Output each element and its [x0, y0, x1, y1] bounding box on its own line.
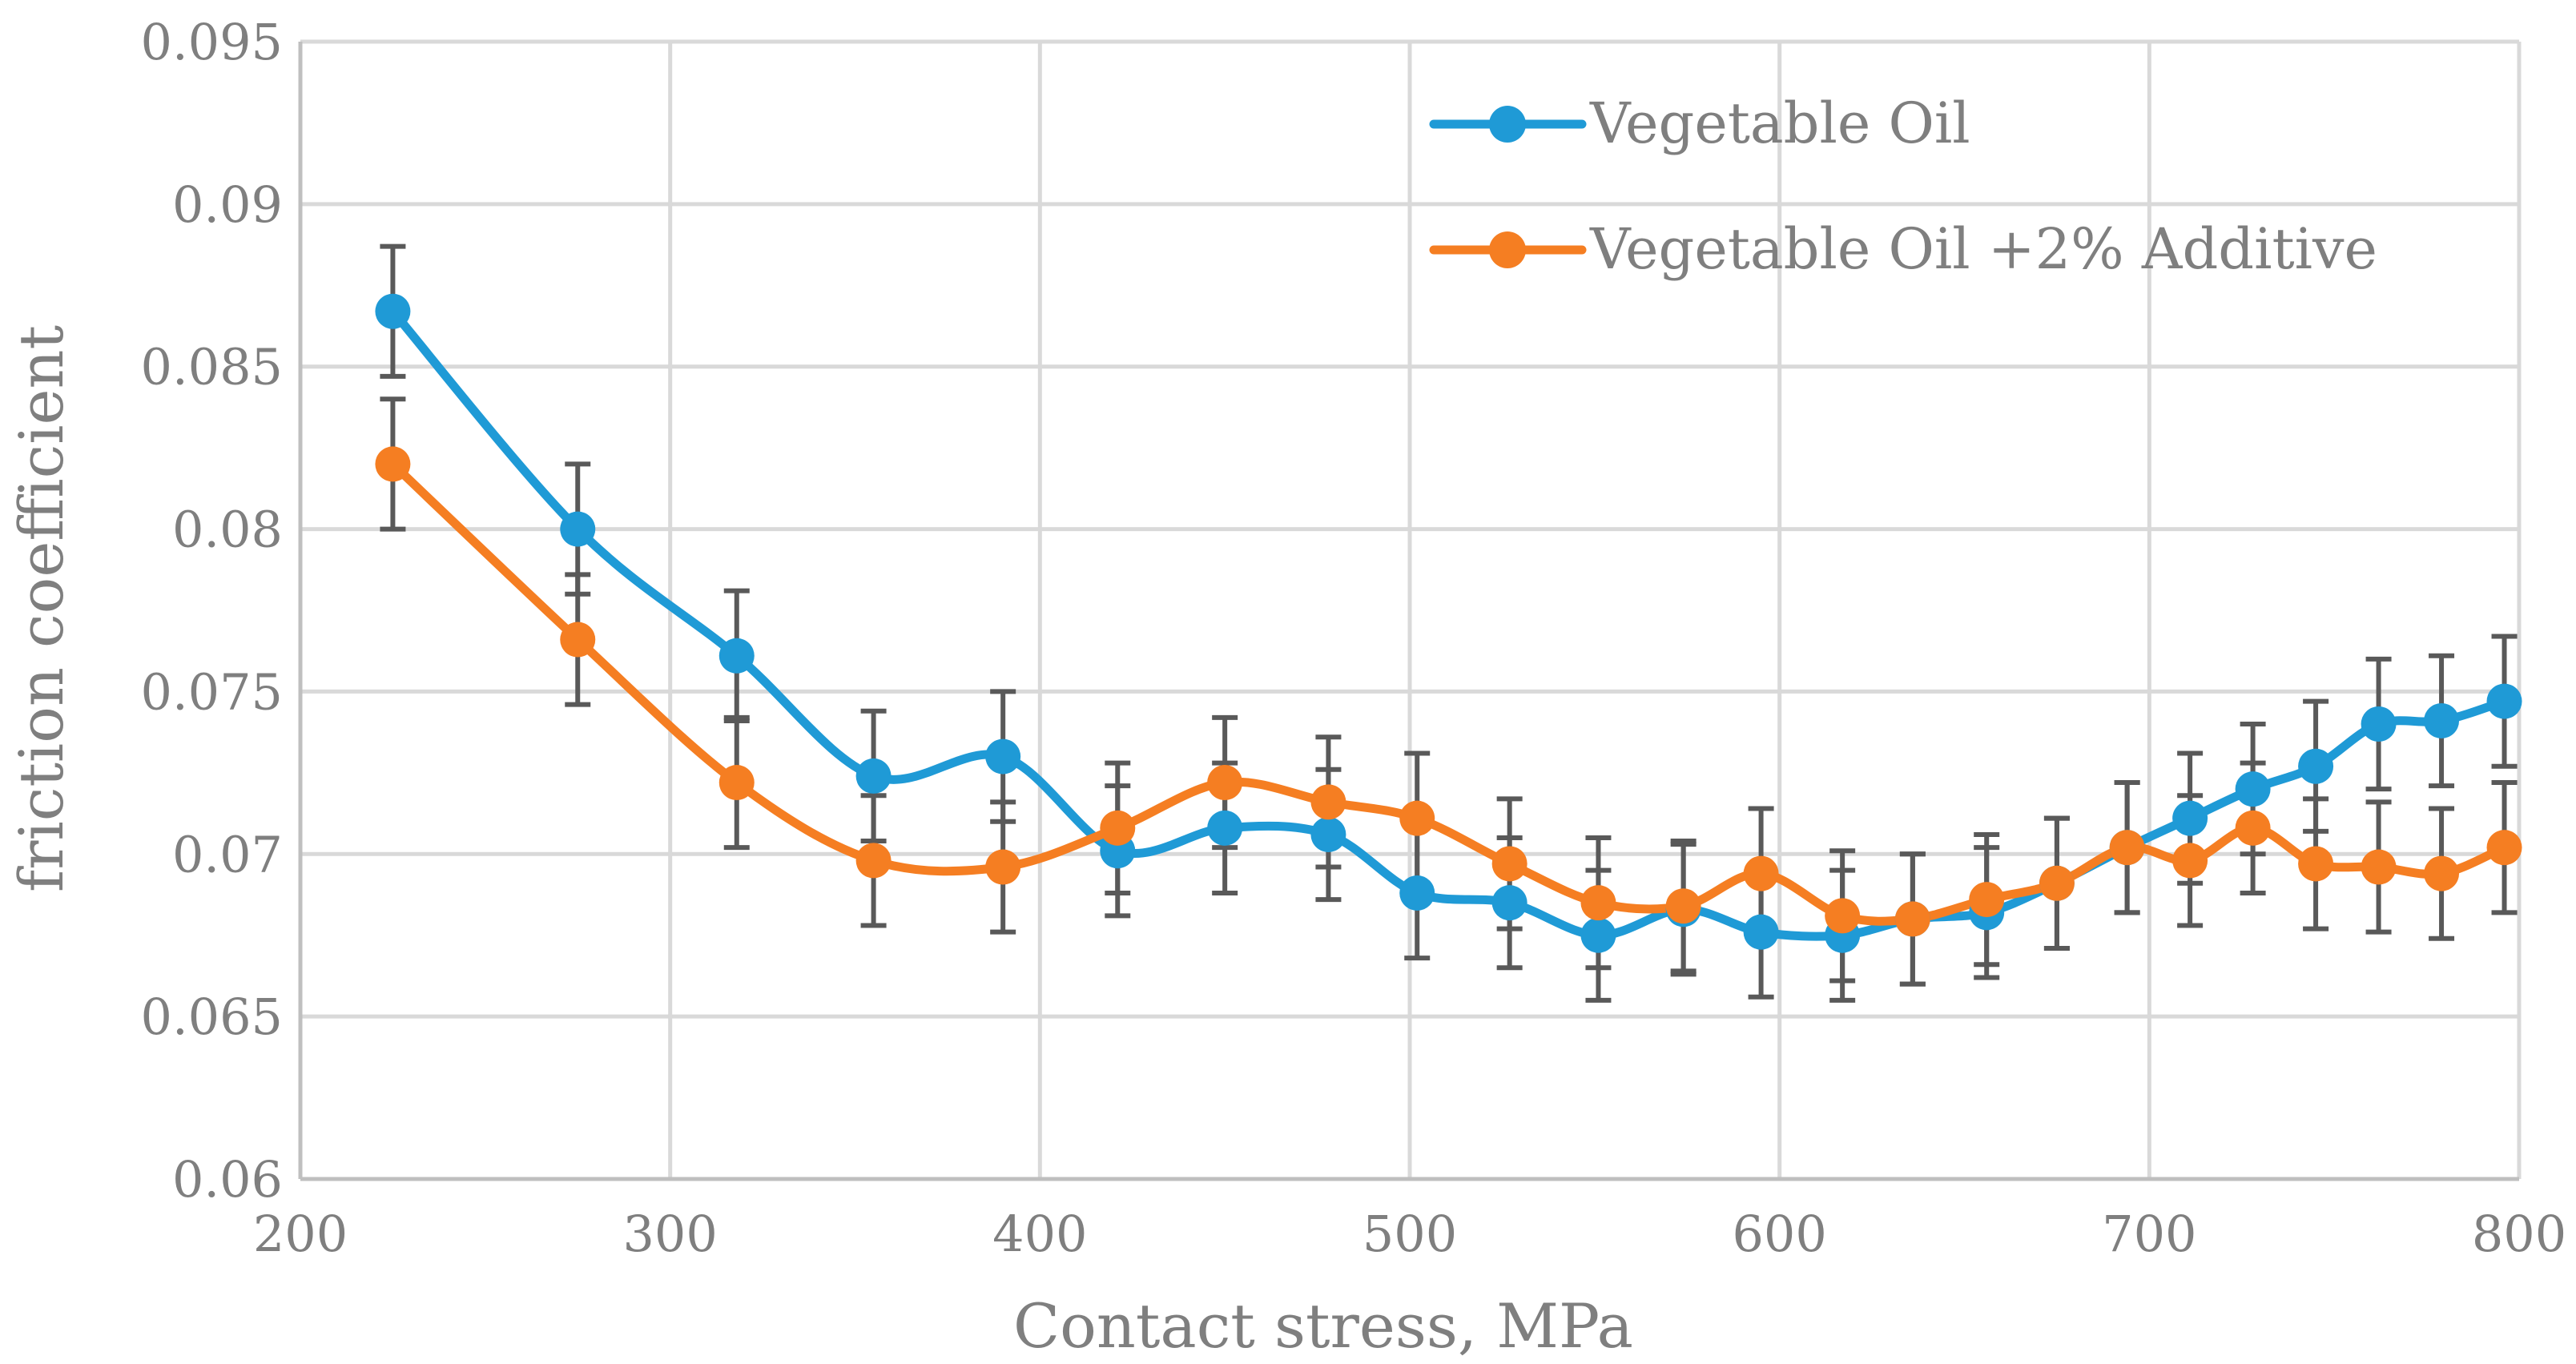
- data-point-vegetable-oil: [1207, 810, 1243, 846]
- legend-marker-vegetable-oil: [1489, 106, 1526, 143]
- data-point-vegetable-oil-additive: [2109, 830, 2145, 866]
- y-tick-label: 0.06: [172, 1150, 283, 1209]
- y-tick-label: 0.08: [172, 501, 283, 559]
- data-point-vegetable-oil-additive: [1310, 784, 1346, 820]
- data-point-vegetable-oil-additive: [2486, 830, 2522, 866]
- data-point-vegetable-oil: [855, 758, 892, 794]
- y-tick-label: 0.085: [141, 338, 284, 396]
- series-markers: [375, 293, 2522, 953]
- data-point-vegetable-oil: [560, 511, 596, 547]
- data-point-vegetable-oil-additive: [2039, 865, 2075, 901]
- data-point-vegetable-oil-additive: [1825, 898, 1861, 934]
- data-point-vegetable-oil-additive: [560, 622, 596, 658]
- data-point-vegetable-oil-additive: [855, 843, 892, 879]
- data-point-vegetable-oil-additive: [2424, 855, 2460, 891]
- legend-label-vegetable-oil: Vegetable Oil: [1589, 91, 1970, 156]
- x-axis-title: Contact stress, MPa: [1013, 1290, 1633, 1360]
- x-tick-label: 300: [622, 1205, 717, 1263]
- series-line-vegetable-oil: [388, 307, 2510, 941]
- data-point-vegetable-oil-additive: [1580, 885, 1616, 921]
- data-point-vegetable-oil-additive: [1491, 846, 1527, 882]
- data-point-vegetable-oil-additive: [1207, 765, 1243, 801]
- data-point-vegetable-oil: [985, 738, 1021, 775]
- y-tick-label: 0.09: [172, 175, 283, 234]
- data-point-vegetable-oil: [1580, 917, 1616, 953]
- data-point-vegetable-oil: [2298, 748, 2334, 784]
- series-lines: [388, 307, 2510, 941]
- y-tick-label: 0.075: [141, 662, 284, 721]
- y-tick-label: 0.095: [141, 13, 284, 71]
- data-point-vegetable-oil-additive: [375, 446, 411, 482]
- data-point-vegetable-oil: [2172, 800, 2208, 836]
- data-point-vegetable-oil: [2235, 771, 2271, 807]
- x-tick-label: 200: [253, 1205, 348, 1263]
- tick-labels: 0.06 0.065 0.07 0.075 0.08 0.085 0.09 0.095 200 3…: [141, 13, 2567, 1263]
- x-tick-label: 800: [2472, 1205, 2566, 1263]
- data-point-vegetable-oil: [2486, 683, 2522, 719]
- data-point-vegetable-oil-additive: [2298, 846, 2334, 882]
- data-point-vegetable-oil-additive: [1969, 882, 2005, 918]
- gridlines: [300, 39, 2522, 1179]
- data-point-vegetable-oil: [1399, 875, 1435, 911]
- x-tick-label: 700: [2102, 1205, 2196, 1263]
- x-tick-label: 500: [1362, 1205, 1457, 1263]
- data-point-vegetable-oil-additive: [1665, 888, 1701, 924]
- data-point-vegetable-oil-additive: [718, 765, 755, 801]
- data-point-vegetable-oil: [1743, 914, 1779, 950]
- data-point-vegetable-oil-additive: [1100, 810, 1136, 846]
- x-tick-label: 600: [1732, 1205, 1826, 1263]
- data-point-vegetable-oil-additive: [1743, 855, 1779, 891]
- x-tick-label: 400: [992, 1205, 1087, 1263]
- data-point-vegetable-oil: [1310, 816, 1346, 852]
- data-point-vegetable-oil-additive: [1399, 800, 1435, 836]
- y-tick-label: 0.07: [172, 825, 283, 883]
- data-point-vegetable-oil: [718, 638, 755, 674]
- legend: Vegetable Oil Vegetable Oil +2% Additive: [1429, 91, 2377, 282]
- data-point-vegetable-oil-additive: [985, 849, 1021, 885]
- data-point-vegetable-oil: [2424, 702, 2460, 738]
- y-tick-label: 0.065: [141, 988, 284, 1046]
- data-point-vegetable-oil: [1491, 885, 1527, 921]
- y-axis-title: friction coefficient: [6, 325, 77, 892]
- legend-marker-vegetable-oil-additive: [1489, 231, 1526, 268]
- axes: [298, 42, 2519, 1181]
- data-point-vegetable-oil-additive: [1894, 901, 1930, 937]
- data-point-vegetable-oil: [2361, 706, 2397, 742]
- data-point-vegetable-oil: [375, 293, 411, 329]
- data-point-vegetable-oil-additive: [2172, 843, 2208, 879]
- legend-label-vegetable-oil-additive: Vegetable Oil +2% Additive: [1589, 216, 2377, 282]
- data-point-vegetable-oil-additive: [2235, 810, 2271, 846]
- data-point-vegetable-oil-additive: [2361, 849, 2397, 885]
